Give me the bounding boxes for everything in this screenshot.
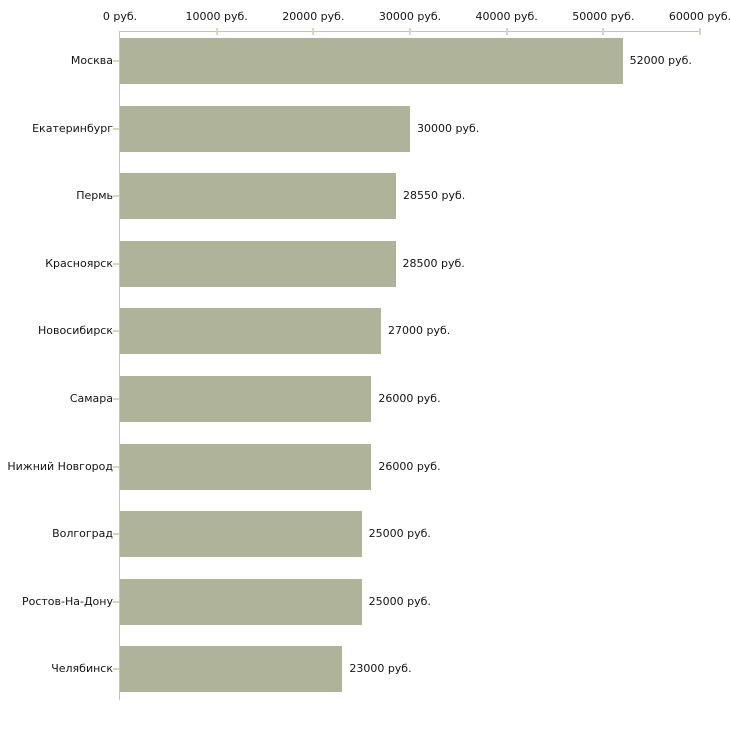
x-axis-tick-mark bbox=[602, 28, 605, 35]
category-tick-mark bbox=[113, 60, 119, 62]
value-label: 30000 руб. bbox=[417, 121, 480, 135]
category-label: Нижний Новгород bbox=[7, 459, 113, 473]
category-tick-mark bbox=[113, 330, 119, 333]
category-tick-mark bbox=[113, 127, 119, 130]
category-label: Екатеринбург bbox=[32, 121, 113, 135]
bar bbox=[120, 240, 396, 287]
value-label: 25000 руб. bbox=[368, 527, 431, 541]
x-axis-tick-label: 40000 руб. bbox=[475, 10, 538, 23]
category-label: Новосибирск bbox=[37, 324, 113, 338]
value-label: 28550 руб. bbox=[402, 189, 466, 203]
category-tick-mark bbox=[113, 600, 119, 603]
value-label: 26000 руб. bbox=[378, 459, 441, 473]
category-tick-mark bbox=[113, 195, 119, 198]
x-axis-tick-label: 30000 руб. bbox=[378, 10, 442, 23]
bar bbox=[120, 376, 372, 422]
category-label: Волгоград bbox=[52, 527, 113, 541]
value-label: 52000 руб. bbox=[629, 54, 692, 67]
x-axis-tick-label: 10000 руб. bbox=[185, 10, 248, 23]
category-label: Самара bbox=[69, 392, 113, 405]
category-tick-mark bbox=[113, 533, 119, 536]
x-axis-tick-label: 0 руб. bbox=[102, 10, 138, 23]
value-label: 27000 руб. bbox=[388, 324, 451, 338]
value-label: 28500 руб. bbox=[402, 256, 465, 270]
x-axis-tick-mark bbox=[312, 28, 315, 35]
bar bbox=[120, 646, 343, 693]
x-axis-tick-mark bbox=[409, 28, 411, 35]
bar bbox=[120, 308, 381, 355]
bar bbox=[120, 173, 396, 220]
bar bbox=[120, 578, 362, 625]
value-label: 23000 руб. bbox=[349, 662, 412, 676]
category-tick-mark bbox=[113, 262, 119, 265]
category-label: Челябинск bbox=[51, 662, 113, 676]
bar bbox=[120, 105, 410, 152]
x-axis-tick-mark bbox=[505, 28, 508, 35]
category-label: Москва bbox=[70, 54, 113, 67]
x-axis-tick-label: 60000 руб. bbox=[668, 10, 730, 23]
x-axis-tick-mark bbox=[699, 28, 701, 35]
category-label: Пермь bbox=[76, 189, 113, 203]
x-axis-tick-mark bbox=[215, 28, 218, 35]
category-tick-mark bbox=[113, 465, 119, 468]
bar bbox=[120, 511, 362, 558]
value-label: 25000 руб. bbox=[368, 594, 431, 608]
category-label: Ростов-На-Дону bbox=[21, 594, 113, 608]
bar bbox=[120, 38, 623, 84]
category-label: Красноярск bbox=[45, 256, 113, 270]
x-axis-tick-label: 20000 руб. bbox=[282, 10, 345, 23]
bar bbox=[120, 443, 372, 490]
category-tick-mark bbox=[113, 398, 119, 400]
plot-area: 0 руб. 10000 руб. 20000 руб. 30000 руб. 4000… bbox=[7, 10, 730, 700]
category-tick-mark bbox=[113, 668, 119, 671]
value-label: 26000 руб. bbox=[378, 392, 441, 405]
x-axis-tick-label: 50000 руб. bbox=[572, 10, 635, 23]
